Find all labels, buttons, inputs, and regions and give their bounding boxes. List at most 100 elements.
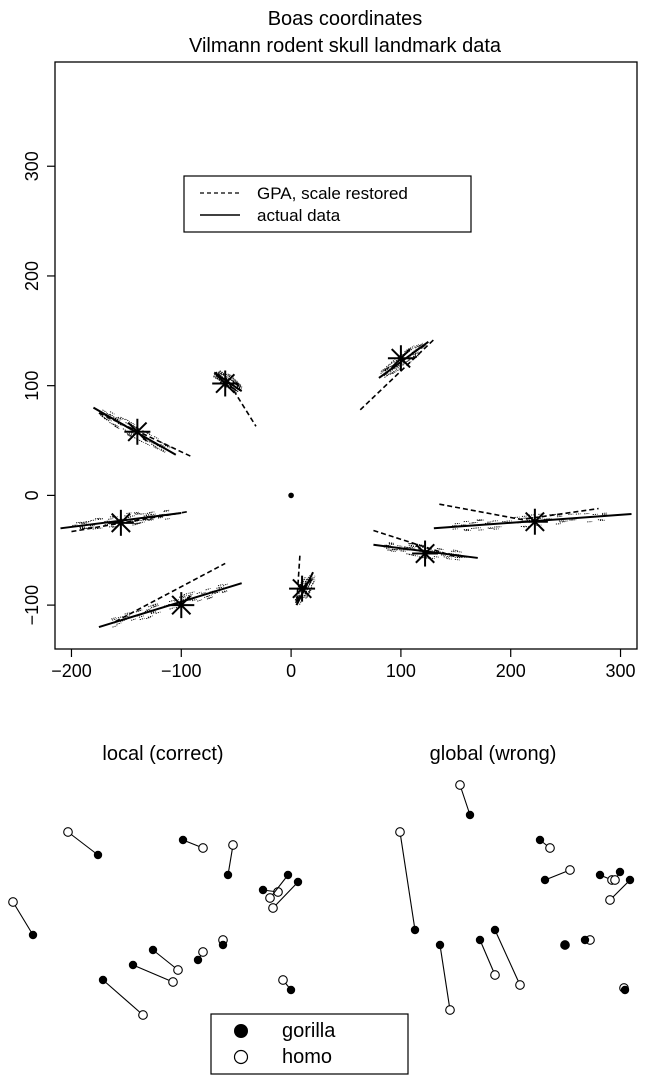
y-axis: −1000100200300 [22,151,55,625]
specimen-segment [108,519,113,520]
specimen-segment [170,608,175,609]
gorilla-point [436,941,444,949]
specimen-segment [401,551,406,552]
chart-subtitle: Vilmann rodent skull landmark data [189,35,502,57]
landmark-4 [99,563,242,627]
gorilla-point [581,936,589,944]
homo-point [456,781,465,790]
specimen-segment [111,618,116,619]
gorilla-point [149,946,157,954]
specimen-segment [434,557,439,558]
specimen-segment [149,512,154,513]
specimen-segment [164,511,169,512]
specimen-segment [121,417,125,419]
specimen-segment [151,444,155,446]
gorilla-point [194,956,202,964]
gorilla-marker-icon [235,1025,248,1038]
specimen-segment [136,523,141,524]
specimen-segment [98,519,103,520]
gorilla-point [541,876,549,884]
specimen-segment [140,522,145,523]
specimen-segment [197,592,202,593]
pair-link [480,940,495,975]
gorilla-point [626,876,634,884]
specimen-segment [147,513,152,514]
specimen-segment [411,546,416,547]
specimen-segment [139,616,144,617]
local-panel [9,828,302,1020]
specimen-segment [146,609,151,610]
gorilla-point [259,886,267,894]
homo-point [491,971,500,980]
specimen-segment [126,513,131,514]
specimen-segment [222,591,227,592]
specimen-segment [118,616,123,617]
specimen-segment [409,545,414,546]
homo-point [9,898,18,907]
local-panel-title: local (correct) [102,743,223,765]
homo-point [279,976,288,985]
pair-link [13,902,33,935]
gorilla-point [621,986,629,994]
specimen-segment [190,592,195,593]
specimen-segment [140,618,145,619]
homo-point [199,844,208,853]
specimen-segment [451,551,456,552]
specimen-segment [148,616,153,617]
gorilla-point [284,871,292,879]
gorilla-point [99,976,107,984]
homo-point [174,966,183,975]
specimen-segment [130,516,135,517]
specimen-segment [184,593,189,594]
gorilla-point [561,941,569,949]
specimen-segment [86,521,91,522]
specimen-segment [447,556,452,557]
gorilla-point [466,811,474,819]
specimen-segment [112,619,117,620]
specimen-segment [105,524,110,525]
specimen-segment [389,544,394,545]
specimen-segment [125,419,129,421]
specimen-segment [148,605,153,606]
gpa-dashed-line [360,340,434,410]
specimen-segment [76,522,81,523]
specimen-segment [413,555,418,556]
homo-point [266,894,275,903]
gorilla-point [94,851,102,859]
specimen-segment [223,584,228,585]
bottom-legend: gorilla homo [211,1014,408,1074]
specimen-segment [393,371,397,374]
gorilla-point [596,871,604,879]
homo-point [269,904,278,913]
global-panel-title: global (wrong) [430,743,557,765]
landmark-1 [434,504,632,535]
homo-point [606,896,615,905]
specimen-segment [197,600,202,601]
landmark-series [60,340,631,628]
specimen-segment [409,547,414,548]
specimen-segment [397,546,402,547]
legend-label-homo: homo [282,1046,332,1068]
landmark-7 [212,370,256,426]
gorilla-point [491,926,499,934]
x-tick-label: 100 [386,661,416,681]
pair-link [400,832,415,930]
homo-point [546,844,555,853]
specimen-segment [455,559,460,560]
specimen-segment [110,412,114,414]
specimen-segment [95,518,100,519]
specimen-segment [438,549,443,550]
specimen-segment [83,523,88,524]
specimen-segment [156,612,161,613]
pair-link [103,980,143,1015]
legend-label-gorilla: gorilla [282,1020,336,1042]
y-tick-label: 200 [22,261,42,291]
specimen-segment [158,517,163,518]
specimen-segment [139,440,143,442]
homo-point [229,841,238,850]
specimen-segment [218,584,223,585]
homo-point [396,828,405,837]
pair-link [440,945,450,1010]
y-tick-label: −100 [22,585,42,626]
